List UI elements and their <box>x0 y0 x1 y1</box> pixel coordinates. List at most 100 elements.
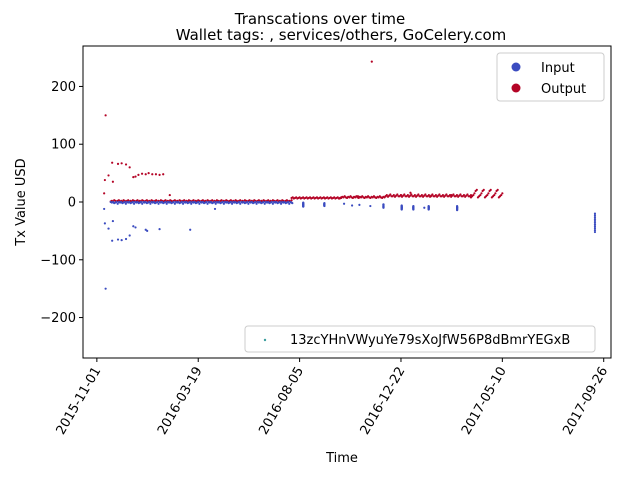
input-point <box>382 203 385 206</box>
input-point <box>188 200 192 204</box>
output-point <box>116 162 120 165</box>
output-point <box>151 173 154 176</box>
input-point <box>213 200 216 204</box>
input-point <box>593 227 597 230</box>
legend-output-label: Output <box>541 82 586 97</box>
output-point <box>452 193 455 196</box>
y-tick-label: −100 <box>40 253 76 268</box>
x-tick-label: 2017-05-10 <box>459 365 510 438</box>
output-point <box>424 193 427 196</box>
input-point <box>206 202 209 205</box>
x-tick-label: 2016-12-22 <box>358 365 409 438</box>
output-point <box>290 199 293 202</box>
input-point <box>180 200 183 204</box>
input-point <box>116 202 119 205</box>
output-point <box>438 193 441 196</box>
input-point <box>164 200 167 204</box>
input-point <box>593 219 597 223</box>
input-point <box>279 202 283 205</box>
input-point <box>593 223 597 226</box>
input-point <box>103 207 106 211</box>
output-point <box>475 188 478 191</box>
legend-address-marker <box>263 338 267 342</box>
output-point <box>392 193 395 197</box>
output-point <box>128 166 131 169</box>
input-point <box>593 225 597 228</box>
output-point <box>448 193 452 197</box>
y-axis: −200 −100 0 100 200 <box>40 80 83 326</box>
input-point <box>120 239 123 242</box>
input-point <box>115 200 118 204</box>
output-point <box>403 193 406 196</box>
output-point <box>389 193 392 196</box>
legend-lower-right: 13zcYHnVWyuYe79sXoJfW56P8dBmrYEGxB <box>244 325 596 353</box>
y-tick-label: 0 <box>68 196 76 211</box>
input-point <box>181 202 185 205</box>
output-point <box>124 163 128 166</box>
chart-subtitle: Wallet tags: , services/others, GoCelery… <box>176 26 507 44</box>
output-point <box>144 173 147 176</box>
output-point <box>466 193 469 196</box>
legend-output-marker <box>511 83 521 93</box>
input-point <box>302 201 305 204</box>
input-point <box>286 200 290 204</box>
input-point <box>358 203 361 206</box>
input-point <box>221 200 224 204</box>
input-point <box>593 212 597 215</box>
input-point <box>254 200 257 204</box>
input-point <box>593 221 597 224</box>
input-point <box>146 229 149 232</box>
input-point <box>229 200 232 204</box>
y-tick-label: 100 <box>51 138 76 153</box>
output-point <box>370 60 373 63</box>
output-point <box>111 180 114 183</box>
input-point <box>139 200 143 204</box>
input-point <box>342 202 346 205</box>
input-point <box>205 200 208 204</box>
input-point <box>158 228 161 231</box>
input-point <box>157 202 160 205</box>
output-point <box>140 172 144 175</box>
output-point <box>496 188 499 191</box>
output-point <box>420 193 423 197</box>
output-point <box>103 178 106 182</box>
legend-input-label: Input <box>541 61 575 76</box>
output-point <box>154 173 158 176</box>
y-tick-label: −200 <box>40 311 76 326</box>
output-point <box>410 193 413 196</box>
input-point <box>263 202 266 205</box>
legend-frame <box>496 52 605 102</box>
x-tick-label: 2016-08-05 <box>256 365 307 438</box>
input-point <box>593 229 597 232</box>
output-point <box>120 162 123 165</box>
output-point <box>406 193 409 197</box>
input-point <box>262 200 265 204</box>
input-point <box>593 216 597 219</box>
input-point <box>148 200 151 204</box>
output-point <box>427 193 430 197</box>
output-point <box>445 193 448 196</box>
input-point <box>104 287 107 290</box>
legend-input-marker <box>511 62 521 72</box>
input-point <box>213 207 217 211</box>
output-point <box>417 193 420 196</box>
legend-address-frame <box>244 325 596 353</box>
input-point <box>400 204 403 207</box>
input-point <box>111 239 114 242</box>
y-tick-label: 200 <box>51 80 76 95</box>
output-point <box>486 193 489 197</box>
output-point <box>162 173 165 176</box>
input-point <box>103 222 106 225</box>
input-point <box>173 202 176 205</box>
output-point <box>482 188 485 191</box>
input-point <box>222 202 225 205</box>
output-point <box>111 161 114 164</box>
input-point <box>278 200 282 204</box>
output-point <box>137 173 140 176</box>
output-point <box>103 192 106 195</box>
input-point <box>369 204 372 208</box>
input-point <box>288 202 291 205</box>
output-point <box>473 192 476 195</box>
input-point <box>423 206 426 209</box>
